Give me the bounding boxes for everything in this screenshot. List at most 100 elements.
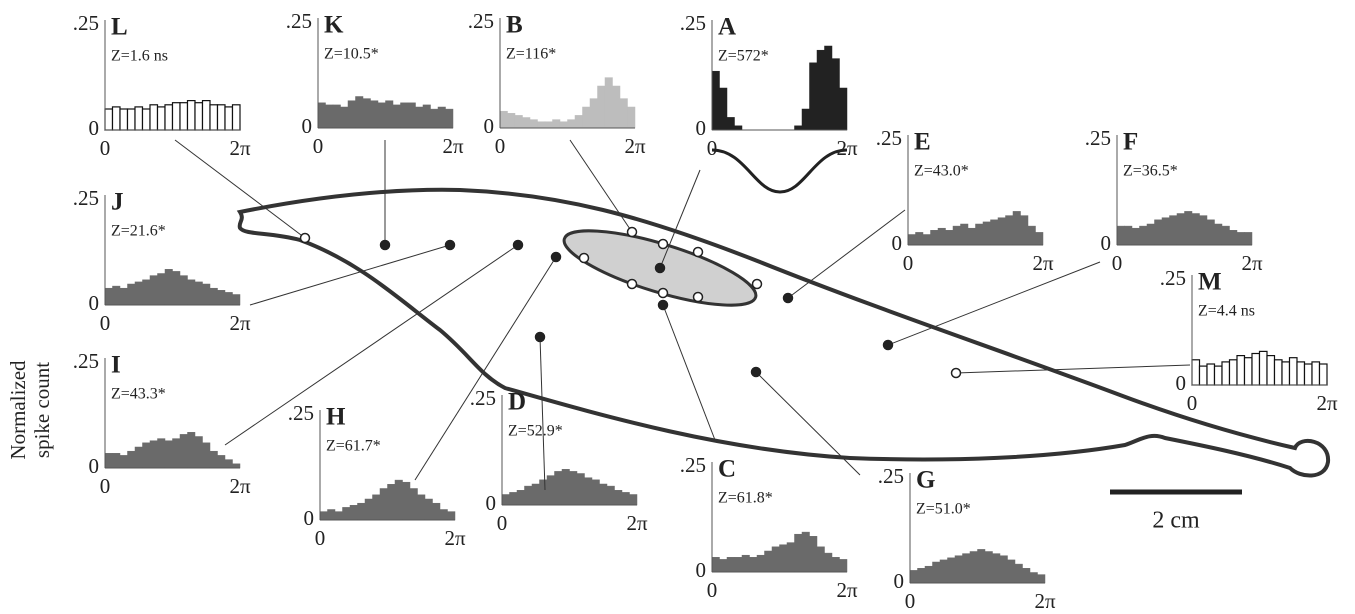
- x-tick-label: 0: [315, 526, 326, 550]
- z-score: Z=10.5*: [324, 46, 379, 63]
- bar: [742, 555, 749, 572]
- recording-site: [656, 264, 665, 273]
- bar: [600, 484, 607, 505]
- bar: [817, 547, 825, 572]
- bar: [218, 455, 226, 468]
- bar: [560, 122, 568, 128]
- y-tick-label: .25: [470, 386, 496, 410]
- bar: [232, 105, 240, 130]
- z-score: Z=21.6*: [111, 223, 166, 240]
- bar: [607, 486, 615, 505]
- bar: [365, 499, 373, 520]
- z-score: Z=61.7*: [326, 438, 381, 455]
- leader-line: [756, 372, 860, 475]
- bar: [735, 126, 743, 130]
- bar: [787, 543, 794, 572]
- y-tick-label: .25: [73, 349, 99, 373]
- y-label-line: spike count: [30, 362, 54, 458]
- bar: [1008, 560, 1015, 583]
- bar: [968, 228, 976, 245]
- bar: [545, 122, 553, 128]
- bar: [150, 441, 158, 468]
- bar: [712, 557, 720, 572]
- y-tick-label: 0: [302, 114, 313, 138]
- bar: [142, 443, 150, 468]
- bar: [388, 484, 396, 520]
- bar: [142, 109, 150, 130]
- bar: [1028, 226, 1035, 245]
- leader-line: [225, 245, 518, 445]
- bar: [735, 557, 743, 572]
- recording-site: [952, 369, 961, 378]
- electrode-site: [580, 254, 589, 263]
- bar: [1207, 220, 1215, 245]
- bar: [120, 288, 128, 305]
- bar: [410, 489, 418, 521]
- recording-site: [446, 241, 455, 250]
- bar: [720, 559, 727, 572]
- bar: [517, 490, 525, 505]
- electrode-site: [628, 280, 637, 289]
- bar: [128, 284, 136, 305]
- bar: [615, 490, 623, 505]
- bar: [105, 453, 113, 468]
- bar: [562, 469, 570, 505]
- bar: [416, 107, 423, 128]
- z-score: Z=4.4 ns: [1198, 303, 1255, 320]
- bar: [1305, 364, 1313, 385]
- recording-site: [381, 241, 390, 250]
- x-tick-label: 0: [1187, 391, 1198, 415]
- panel-letter: H: [326, 404, 346, 431]
- bar: [1192, 214, 1199, 246]
- bar: [378, 103, 386, 128]
- recording-site: [884, 341, 893, 350]
- x-tick-label: 2π: [836, 136, 858, 160]
- bar: [1147, 224, 1154, 245]
- bar: [1312, 362, 1319, 385]
- bar: [839, 559, 847, 572]
- bar: [802, 109, 810, 130]
- bar: [622, 492, 629, 505]
- panel-letter: I: [111, 352, 121, 379]
- x-tick-label: 0: [100, 136, 111, 160]
- leader-line: [788, 210, 905, 298]
- bar: [1230, 230, 1238, 245]
- bar: [584, 478, 592, 505]
- panel-letter: F: [1123, 129, 1138, 156]
- bar: [568, 120, 576, 128]
- bar: [1290, 358, 1297, 385]
- bar: [128, 109, 136, 130]
- panel-letter: B: [506, 12, 523, 39]
- bar: [1000, 556, 1008, 583]
- bar: [195, 282, 203, 305]
- x-tick-label: 2π: [444, 526, 466, 550]
- bar: [1252, 354, 1260, 386]
- bar: [592, 480, 600, 505]
- x-tick-label: 2π: [229, 474, 251, 498]
- bar: [605, 78, 613, 128]
- bar: [386, 101, 394, 128]
- bar: [539, 480, 547, 505]
- bar: [1030, 573, 1037, 584]
- y-tick-label: 0: [89, 116, 100, 140]
- bar: [598, 86, 605, 128]
- bar: [350, 505, 357, 520]
- x-tick-label: 0: [313, 134, 324, 158]
- bar: [150, 105, 158, 130]
- y-tick-label: 0: [696, 116, 707, 140]
- bar: [1200, 366, 1207, 385]
- recording-site: [536, 333, 545, 342]
- y-tick-label: .25: [288, 401, 314, 425]
- bar: [1297, 362, 1305, 385]
- bar: [1154, 220, 1162, 245]
- recording-site: [752, 368, 761, 377]
- bar: [1274, 360, 1282, 385]
- bar: [195, 437, 203, 469]
- panel-letter: L: [111, 14, 128, 41]
- bar: [1215, 224, 1222, 245]
- bar: [425, 499, 433, 520]
- bar: [523, 118, 531, 129]
- x-tick-label: 0: [903, 251, 914, 275]
- bar: [400, 103, 408, 128]
- panel-letter: D: [508, 389, 526, 416]
